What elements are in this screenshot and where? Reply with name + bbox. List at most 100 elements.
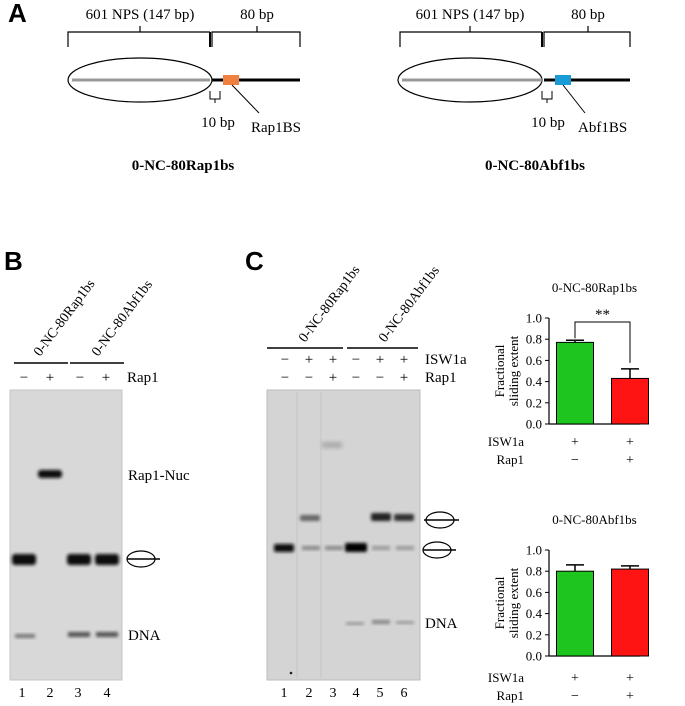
gel-c-isw1a-sign: + bbox=[329, 352, 337, 368]
gel-c-band-slid bbox=[371, 513, 391, 521]
gel-b-band-dna bbox=[15, 634, 35, 638]
gel-b-image bbox=[9, 389, 123, 681]
y-tick-label: 0.4 bbox=[526, 606, 543, 621]
gel-c-image bbox=[266, 389, 421, 681]
construct-name-right: 0-NC-80Abf1bs bbox=[485, 158, 585, 174]
panel-b-label: B bbox=[4, 246, 23, 276]
chart-title: 0-NC-80Abf1bs bbox=[552, 512, 637, 527]
significance-label: ** bbox=[595, 307, 610, 323]
y-tick-label: 0.6 bbox=[526, 353, 543, 368]
gel-b-rap1-sign: + bbox=[46, 370, 54, 386]
gel-c-band-dna bbox=[396, 621, 414, 624]
gel-c-isw1a-sign: + bbox=[400, 352, 408, 368]
gel-c-band-slid bbox=[300, 515, 320, 521]
abf1-binding-site bbox=[555, 75, 571, 85]
gel-c-rap1-sign: − bbox=[352, 370, 360, 386]
gel-c-rap1-row: − − + − − + bbox=[281, 370, 408, 386]
gel-c-isw1a-label: ISW1a bbox=[425, 352, 467, 368]
gel-c-isw1a-sign: − bbox=[281, 352, 289, 368]
bar bbox=[556, 341, 594, 425]
site-label-left: Rap1BS bbox=[251, 120, 301, 136]
lane-number: 5 bbox=[377, 686, 384, 701]
isw1a-label: ISW1a bbox=[488, 670, 524, 685]
y-tick-label: 0.4 bbox=[526, 374, 543, 389]
bp80-label-left: 80 bp bbox=[240, 7, 274, 23]
rap1-label: Rap1 bbox=[497, 452, 524, 467]
y-tick-label: 0.8 bbox=[526, 332, 542, 347]
gel-c-isw1a-sign: + bbox=[376, 352, 384, 368]
gel-b-construct-2: 0-NC-80Abf1bs bbox=[89, 278, 156, 360]
gel-c-band-dna bbox=[346, 622, 364, 625]
gel-c-band-nuc bbox=[274, 544, 294, 552]
rap1-binding-site bbox=[223, 75, 239, 85]
nps-label-left: 601 NPS (147 bp) bbox=[86, 7, 195, 23]
gel-b-rap1-sign: − bbox=[76, 370, 84, 386]
isw1a-sign: + bbox=[571, 435, 579, 450]
gel-c-band-nuc bbox=[396, 546, 414, 550]
panel-a-label: A bbox=[8, 0, 27, 28]
gel-c-isw1a-sign: − bbox=[352, 352, 360, 368]
gel-c-isw1a-row: − + + − + + bbox=[281, 352, 408, 368]
y-axis-label: Fractionalsliding extent bbox=[492, 335, 521, 406]
rap1-sign: − bbox=[571, 453, 579, 468]
y-axis-label: Fractionalsliding extent bbox=[492, 567, 521, 638]
y-tick-label: 1.0 bbox=[526, 543, 542, 558]
gel-b-label-rap1nuc: Rap1-Nuc bbox=[128, 468, 190, 484]
isw1a-sign: + bbox=[626, 671, 634, 686]
isw1a-label: ISW1a bbox=[488, 434, 524, 449]
panel-c-label: C bbox=[245, 246, 264, 276]
bp10-label-right: 10 bp bbox=[531, 115, 565, 131]
lane-number: 4 bbox=[104, 686, 111, 701]
gel-b-band-nuc bbox=[95, 554, 119, 565]
gel-b-rap1-row: − + − + bbox=[20, 370, 110, 386]
gel-b-rap1-sign: − bbox=[20, 370, 28, 386]
gel-b-band-rap1nuc bbox=[38, 470, 62, 478]
lane-number: 2 bbox=[47, 686, 54, 701]
y-tick-label: 0.2 bbox=[526, 395, 542, 410]
y-tick-label: 0.6 bbox=[526, 585, 543, 600]
isw1a-sign: + bbox=[626, 435, 634, 450]
gel-c-construct-2: 0-NC-80Abf1bs bbox=[376, 264, 443, 346]
gel-b-band-dna bbox=[96, 632, 118, 637]
gel-c-rap1-label: Rap1 bbox=[425, 370, 457, 386]
gel-c-rap1-sign: + bbox=[329, 370, 337, 386]
gel-c-label-dna: DNA bbox=[425, 616, 458, 632]
lane-number: 2 bbox=[306, 686, 313, 701]
gel-c-band-nuc bbox=[372, 546, 390, 550]
rap1-sign: + bbox=[626, 689, 634, 704]
rap1-label: Rap1 bbox=[497, 688, 524, 703]
construct-diagram-rap1: 601 NPS (147 bp) 80 bp 10 bp Rap1BS 0-NC… bbox=[67, 7, 301, 174]
y-tick-label: 0.8 bbox=[526, 564, 542, 579]
bar bbox=[611, 377, 649, 425]
gel-c-lane-numbers: 1 2 3 4 5 6 bbox=[281, 686, 408, 701]
bp80-label-right: 80 bp bbox=[571, 7, 605, 23]
gel-c-construct-1: 0-NC-80Rap1bs bbox=[296, 263, 363, 345]
y-tick-label: 0.0 bbox=[526, 649, 542, 664]
construct-diagram-abf1: 601 NPS (147 bp) 80 bp 10 bp Abf1BS 0-NC… bbox=[397, 7, 631, 174]
lane-number: 1 bbox=[281, 686, 288, 701]
significance-bracket bbox=[574, 321, 631, 363]
bar-chart-abf1bs: 0-NC-80Abf1bs 0.0 0.2 0.4 0.6 0.8 1.0 Fractiona… bbox=[488, 512, 649, 704]
rap1-sign: + bbox=[626, 453, 634, 468]
chart-title: 0-NC-80Rap1bs bbox=[552, 280, 637, 295]
gel-b-band-nuc bbox=[12, 554, 36, 565]
nucleosome-marker-centered-icon bbox=[422, 541, 456, 559]
y-tick-label: 0.2 bbox=[526, 627, 542, 642]
gel-c-band-dna bbox=[372, 620, 390, 624]
nps-label-right: 601 NPS (147 bp) bbox=[416, 7, 525, 23]
site-label-right: Abf1BS bbox=[578, 120, 627, 136]
isw1a-sign: + bbox=[571, 671, 579, 686]
bp10-label-left: 10 bp bbox=[201, 115, 235, 131]
gel-b-rap1-sign: + bbox=[102, 370, 110, 386]
gel-b-rap1-label: Rap1 bbox=[127, 370, 159, 386]
gel-c-isw1a-sign: + bbox=[305, 352, 313, 368]
nucleosome-marker-slid-icon bbox=[424, 511, 459, 529]
rap1-sign: − bbox=[571, 689, 579, 704]
y-tick-label: 1.0 bbox=[526, 311, 542, 326]
lane-number: 1 bbox=[19, 686, 26, 701]
lane-number: 3 bbox=[330, 686, 337, 701]
gel-b-band-dna bbox=[68, 632, 90, 637]
gel-c-band-nuc bbox=[325, 546, 343, 550]
gel-c-rap1-sign: − bbox=[281, 370, 289, 386]
